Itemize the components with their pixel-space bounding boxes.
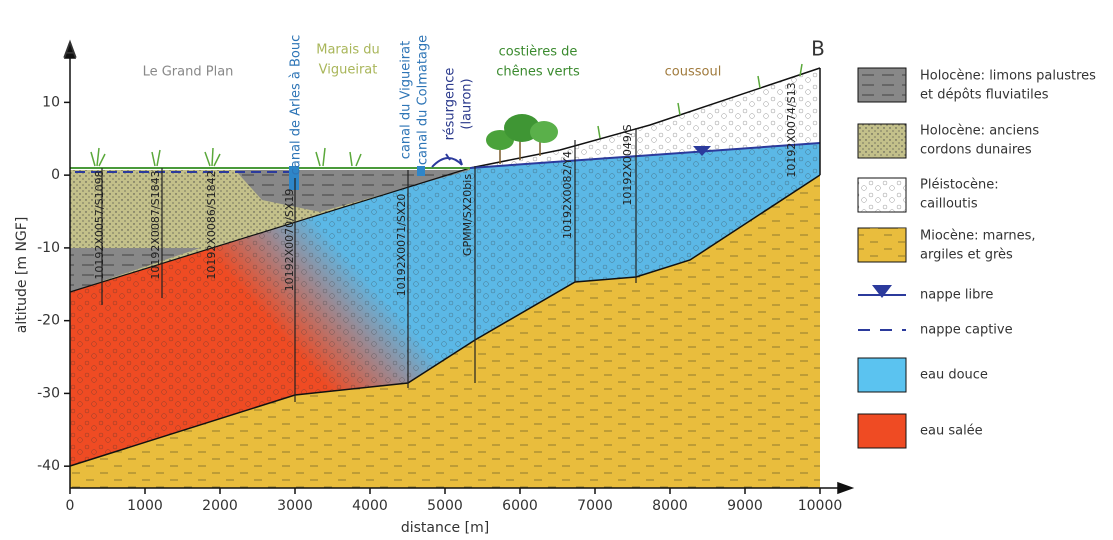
place-label: Vigueirat bbox=[319, 63, 378, 78]
legend-swatch bbox=[857, 413, 907, 449]
canal bbox=[417, 166, 425, 176]
well-label: GPMM/SX20bis bbox=[461, 174, 474, 256]
well-label: 10192X0071/SX20 bbox=[395, 194, 408, 297]
legend-label: Miocène: marnes, bbox=[920, 229, 1036, 244]
legend-swatch bbox=[857, 357, 907, 393]
resurgence-arrows bbox=[431, 153, 463, 168]
canal bbox=[289, 166, 299, 190]
y-axis-title: altitude [m NGF] bbox=[14, 217, 30, 334]
x-tick-label: 0 bbox=[66, 498, 75, 514]
boundary bbox=[69, 167, 471, 293]
x-arrow bbox=[837, 481, 855, 495]
grass bbox=[90, 63, 803, 167]
x-tick-label: 1000 bbox=[127, 498, 163, 514]
legend-label: cailloutis bbox=[920, 197, 978, 212]
y-arrow bbox=[63, 39, 77, 59]
gravel-dry-texture bbox=[470, 68, 820, 168]
well-label: 10192X0087/S1843 bbox=[149, 170, 162, 279]
x-tick-label: 10000 bbox=[798, 498, 843, 514]
legend-label: Holocène: anciens bbox=[920, 124, 1039, 139]
place-label: résurgence bbox=[443, 68, 458, 141]
place-label: canal du Colmatage bbox=[416, 35, 431, 165]
x-tick-label: 4000 bbox=[352, 498, 388, 514]
legend-swatch-texture bbox=[858, 228, 906, 262]
legend-swatch-texture bbox=[858, 68, 906, 102]
legend-swatch-texture bbox=[858, 124, 906, 158]
y-tick-label: 0 bbox=[51, 167, 60, 183]
legend-label: Holocène: limons palustres bbox=[920, 69, 1096, 84]
place-label: costières de bbox=[499, 45, 578, 60]
y-tick-label: -10 bbox=[37, 240, 60, 256]
axes bbox=[63, 39, 855, 495]
x-tick-label: 3000 bbox=[277, 498, 313, 514]
y-tick-label: -40 bbox=[37, 458, 60, 474]
legend-label: et dépôts fluviatiles bbox=[920, 88, 1049, 103]
legend-label: argiles et grès bbox=[920, 248, 1013, 263]
place-label: canal de Arles à Bouc bbox=[289, 35, 304, 176]
vegetation bbox=[90, 63, 803, 167]
x-tick-label: 7000 bbox=[577, 498, 613, 514]
place-label: canal du Vigueirat bbox=[399, 41, 414, 159]
legend-symbol bbox=[872, 285, 892, 298]
section-start: A bbox=[63, 39, 77, 63]
well-label: 10192X0049/S bbox=[621, 124, 634, 205]
well-label: 10192X0070/SX19 bbox=[283, 189, 296, 292]
place-label: Le Grand Plan bbox=[143, 65, 234, 80]
legend: Holocène: limons palustres et dépôts flu… bbox=[857, 67, 1096, 449]
legend-label: eau salée bbox=[920, 424, 983, 439]
legend-label: Pléistocène: bbox=[920, 178, 999, 193]
x-tick-label: 8000 bbox=[652, 498, 688, 514]
legend-label: eau douce bbox=[920, 368, 988, 383]
well-label: 10192X0074/S13 bbox=[785, 82, 798, 177]
tree bbox=[530, 121, 558, 143]
legend-label: nappe libre bbox=[920, 288, 993, 303]
x-tick-label: 9000 bbox=[727, 498, 763, 514]
place-label: (lauron) bbox=[460, 78, 475, 129]
x-axis-title: distance [m] bbox=[401, 520, 489, 536]
well-label: 10192X0057/S1098 bbox=[93, 170, 106, 279]
well-label: 10192X0086/S1842 bbox=[205, 170, 218, 279]
water-table bbox=[469, 142, 821, 169]
x-tick-label: 5000 bbox=[427, 498, 463, 514]
well-label: 10192X0082/Y4 bbox=[561, 151, 574, 239]
wells: 10192X0057/S1098 10192X0087/S1843 10192X00… bbox=[93, 82, 798, 402]
boundary bbox=[69, 174, 821, 467]
y-tick-label: 10 bbox=[42, 94, 60, 110]
x-tick-label: 6000 bbox=[502, 498, 538, 514]
legend-swatch-texture bbox=[858, 178, 906, 212]
miocene-texture bbox=[70, 175, 820, 488]
place-label: Marais du bbox=[316, 43, 380, 58]
place-label: coussoul bbox=[665, 65, 722, 80]
y-tick-label: -30 bbox=[37, 385, 60, 401]
legend-label: cordons dunaires bbox=[920, 143, 1032, 158]
ticks: 0 1000 2000 3000 4000 5000 6000 7000 8000 9000 100… bbox=[37, 94, 842, 514]
section-end: B bbox=[811, 37, 825, 61]
gravel-texture bbox=[70, 143, 820, 466]
legend-label: nappe captive bbox=[920, 323, 1013, 338]
water-table-symbol bbox=[693, 146, 711, 156]
x-tick-label: 2000 bbox=[202, 498, 238, 514]
place-label: chênes verts bbox=[496, 65, 580, 80]
y-tick-label: -20 bbox=[37, 313, 60, 329]
